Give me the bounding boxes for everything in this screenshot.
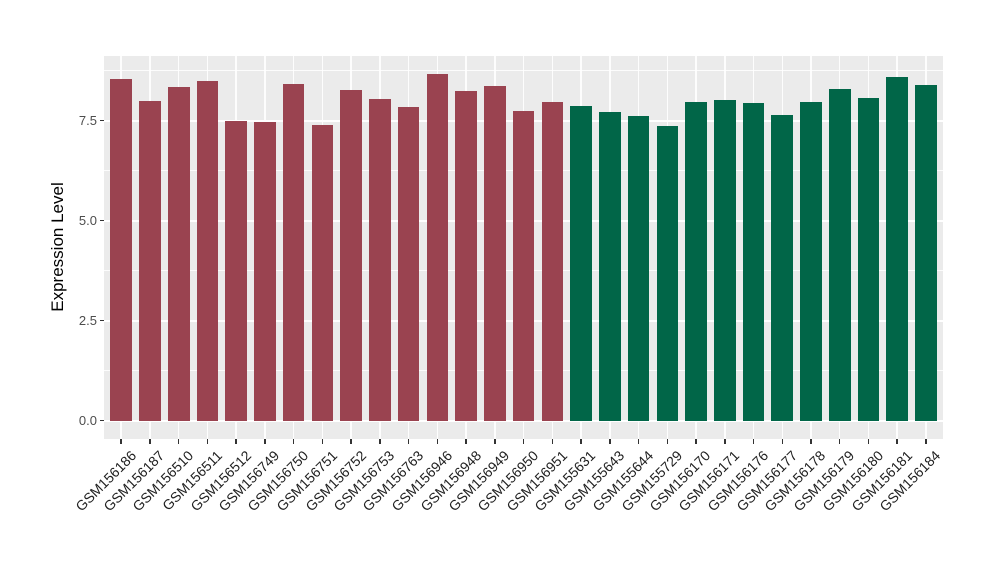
x-axis-tick <box>120 439 122 444</box>
bar-GSM155729 <box>656 125 679 421</box>
x-axis-tick <box>350 439 352 444</box>
bar-GSM156946 <box>426 73 449 421</box>
x-axis-tick <box>896 439 898 444</box>
bar-GSM156949 <box>484 85 506 421</box>
x-axis-tick <box>436 439 439 444</box>
x-axis-tick <box>235 439 237 444</box>
bar-GSM156171 <box>713 99 736 421</box>
y-axis-tick <box>99 319 104 322</box>
bar-GSM156184 <box>915 84 937 421</box>
x-axis-tick <box>580 439 582 444</box>
bar-GSM156749 <box>254 121 276 421</box>
x-axis-tick <box>666 439 669 444</box>
x-axis-tick <box>637 439 640 444</box>
bar-GSM156950 <box>512 110 535 421</box>
x-axis-tick <box>867 439 870 444</box>
y-axis-tick <box>99 119 104 122</box>
bar-GSM156179 <box>828 88 851 421</box>
x-axis-tick <box>206 439 209 444</box>
x-axis-tick <box>264 439 266 444</box>
x-axis-tick <box>522 439 525 444</box>
plot-panel <box>104 56 943 439</box>
y-tick-label: 2.5 <box>78 312 97 328</box>
bar-GSM156948 <box>455 91 477 421</box>
bar-GSM156170 <box>685 101 707 421</box>
bar-GSM156176 <box>742 102 765 421</box>
x-axis-tick <box>177 439 180 444</box>
x-axis-tick <box>551 439 554 444</box>
y-tick-label: 5.0 <box>78 212 97 228</box>
x-axis-tick <box>407 439 410 444</box>
x-axis-tick <box>781 439 783 444</box>
bar-GSM156181 <box>886 76 908 421</box>
x-axis-tick <box>149 439 151 444</box>
bar-GSM156187 <box>139 100 161 421</box>
y-tick-label: 7.5 <box>78 112 97 128</box>
y-axis-tick <box>99 419 104 422</box>
y-tick-label: 0.0 <box>78 412 97 428</box>
x-axis-tick <box>838 439 841 444</box>
x-axis-tick <box>925 439 927 444</box>
bar-GSM156752 <box>340 89 362 421</box>
x-axis-tick <box>379 439 381 444</box>
x-axis-tick <box>810 439 812 444</box>
bar-GSM156178 <box>800 101 822 421</box>
bar-GSM156753 <box>369 99 391 421</box>
bar-GSM156180 <box>857 98 880 421</box>
x-axis-tick <box>609 439 611 444</box>
x-axis-tick <box>724 439 726 444</box>
bar-GSM155644 <box>627 115 650 421</box>
x-axis-tick <box>321 439 324 444</box>
bar-GSM156763 <box>397 107 420 421</box>
bar-GSM156186 <box>110 79 133 421</box>
y-axis-title: Expression Level <box>48 182 67 312</box>
bar-GSM156177 <box>771 115 794 421</box>
x-axis-tick <box>465 439 467 444</box>
x-axis-tick <box>695 439 697 444</box>
x-axis-tick <box>494 439 496 444</box>
bar-GSM156750 <box>282 84 305 421</box>
bar-GSM155643 <box>599 111 621 421</box>
bar-GSM156512 <box>225 121 247 421</box>
bar-GSM156510 <box>167 86 190 421</box>
y-axis-tick <box>99 219 104 222</box>
bar-GSM155631 <box>570 105 592 421</box>
bar-GSM156951 <box>541 101 564 421</box>
bar-GSM156511 <box>196 81 219 421</box>
x-axis-tick <box>292 439 295 444</box>
x-axis-tick <box>752 439 755 444</box>
bar-GSM156751 <box>311 125 334 421</box>
